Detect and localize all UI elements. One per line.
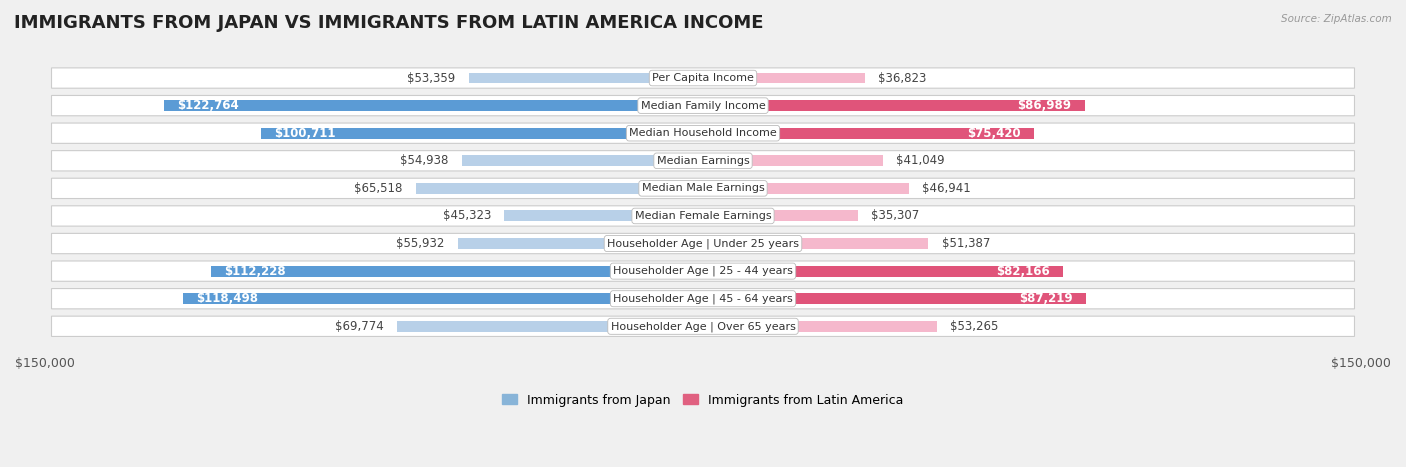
FancyBboxPatch shape xyxy=(52,123,1354,143)
Bar xyxy=(703,321,936,332)
Text: $53,359: $53,359 xyxy=(408,71,456,85)
Text: $100,711: $100,711 xyxy=(274,127,336,140)
FancyBboxPatch shape xyxy=(52,68,1354,88)
Bar xyxy=(463,156,703,166)
FancyBboxPatch shape xyxy=(52,289,1354,309)
Text: $82,166: $82,166 xyxy=(997,265,1050,277)
Bar xyxy=(505,211,703,221)
Text: $55,932: $55,932 xyxy=(396,237,444,250)
Text: $53,265: $53,265 xyxy=(950,320,998,333)
Bar xyxy=(703,156,883,166)
Bar xyxy=(183,293,703,304)
Bar xyxy=(703,183,908,194)
Bar xyxy=(262,128,703,139)
Legend: Immigrants from Japan, Immigrants from Latin America: Immigrants from Japan, Immigrants from L… xyxy=(498,389,908,411)
Text: $36,823: $36,823 xyxy=(877,71,927,85)
Text: Householder Age | 25 - 44 years: Householder Age | 25 - 44 years xyxy=(613,266,793,276)
Text: Householder Age | Under 25 years: Householder Age | Under 25 years xyxy=(607,238,799,249)
Text: IMMIGRANTS FROM JAPAN VS IMMIGRANTS FROM LATIN AMERICA INCOME: IMMIGRANTS FROM JAPAN VS IMMIGRANTS FROM… xyxy=(14,14,763,32)
Text: $41,049: $41,049 xyxy=(896,154,945,167)
Text: $65,518: $65,518 xyxy=(354,182,402,195)
Bar xyxy=(470,72,703,84)
Bar xyxy=(703,293,1085,304)
Text: $45,323: $45,323 xyxy=(443,210,491,222)
Text: $69,774: $69,774 xyxy=(335,320,384,333)
FancyBboxPatch shape xyxy=(52,316,1354,336)
Text: Householder Age | 45 - 64 years: Householder Age | 45 - 64 years xyxy=(613,293,793,304)
Text: Median Household Income: Median Household Income xyxy=(628,128,778,138)
Text: $122,764: $122,764 xyxy=(177,99,239,112)
Text: $118,498: $118,498 xyxy=(197,292,259,305)
Text: $46,941: $46,941 xyxy=(922,182,972,195)
FancyBboxPatch shape xyxy=(52,151,1354,171)
Text: Source: ZipAtlas.com: Source: ZipAtlas.com xyxy=(1281,14,1392,24)
Text: Median Female Earnings: Median Female Earnings xyxy=(634,211,772,221)
Text: $75,420: $75,420 xyxy=(967,127,1021,140)
Text: Per Capita Income: Per Capita Income xyxy=(652,73,754,83)
Bar xyxy=(703,100,1084,111)
Bar xyxy=(703,211,858,221)
Bar xyxy=(211,266,703,276)
Text: $35,307: $35,307 xyxy=(872,210,920,222)
Text: Median Earnings: Median Earnings xyxy=(657,156,749,166)
Text: $112,228: $112,228 xyxy=(224,265,285,277)
Bar xyxy=(396,321,703,332)
Text: $54,938: $54,938 xyxy=(401,154,449,167)
FancyBboxPatch shape xyxy=(52,234,1354,254)
FancyBboxPatch shape xyxy=(52,178,1354,198)
Text: Householder Age | Over 65 years: Householder Age | Over 65 years xyxy=(610,321,796,332)
Bar xyxy=(416,183,703,194)
Bar xyxy=(703,72,865,84)
Text: Median Male Earnings: Median Male Earnings xyxy=(641,184,765,193)
Text: Median Family Income: Median Family Income xyxy=(641,100,765,111)
Text: $51,387: $51,387 xyxy=(942,237,990,250)
Bar xyxy=(703,238,928,249)
Text: $86,989: $86,989 xyxy=(1018,99,1071,112)
Text: $87,219: $87,219 xyxy=(1019,292,1073,305)
FancyBboxPatch shape xyxy=(52,261,1354,281)
Bar xyxy=(703,266,1063,276)
FancyBboxPatch shape xyxy=(52,95,1354,116)
Bar xyxy=(703,128,1033,139)
Bar xyxy=(165,100,703,111)
Bar xyxy=(457,238,703,249)
FancyBboxPatch shape xyxy=(52,206,1354,226)
